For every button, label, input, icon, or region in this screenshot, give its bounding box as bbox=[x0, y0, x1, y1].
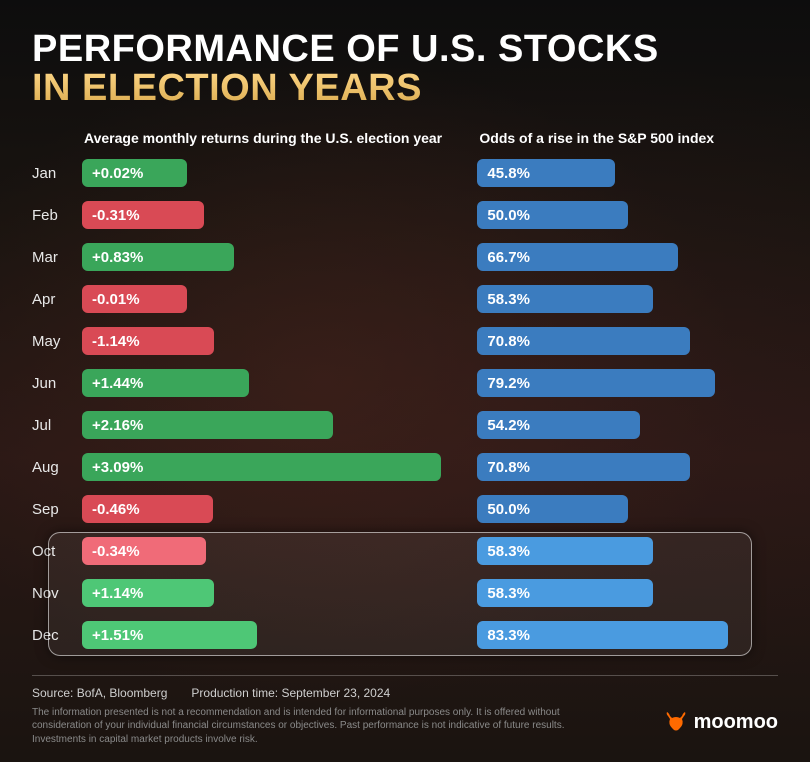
odds-row: 58.3% bbox=[477, 278, 778, 320]
returns-row: +1.14% bbox=[82, 572, 453, 614]
month-label: Aug bbox=[32, 446, 82, 488]
odds-bar: 58.3% bbox=[477, 285, 652, 313]
footer-divider bbox=[32, 675, 778, 676]
odds-row: 58.3% bbox=[477, 572, 778, 614]
odds-row: 83.3% bbox=[477, 614, 778, 656]
odds-row: 79.2% bbox=[477, 362, 778, 404]
returns-bar: +1.44% bbox=[82, 369, 249, 397]
month-label: Apr bbox=[32, 278, 82, 320]
odds-row: 70.8% bbox=[477, 446, 778, 488]
returns-row: +2.16% bbox=[82, 404, 453, 446]
odds-bar: 83.3% bbox=[477, 621, 727, 649]
odds-bar: 54.2% bbox=[477, 411, 640, 439]
odds-row: 66.7% bbox=[477, 236, 778, 278]
returns-bar: +2.16% bbox=[82, 411, 333, 439]
odds-bar: 50.0% bbox=[477, 495, 627, 523]
odds-bar: 58.3% bbox=[477, 537, 652, 565]
odds-bar: 70.8% bbox=[477, 327, 690, 355]
returns-bar: +0.83% bbox=[82, 243, 234, 271]
returns-bar: -0.31% bbox=[82, 201, 204, 229]
month-label: Jan bbox=[32, 152, 82, 194]
odds-header: Odds of a rise in the S&P 500 index bbox=[477, 124, 778, 152]
odds-bar: 70.8% bbox=[477, 453, 690, 481]
month-label: Jun bbox=[32, 362, 82, 404]
footer-production: Production time: September 23, 2024 bbox=[191, 686, 390, 700]
returns-row: -0.01% bbox=[82, 278, 453, 320]
title-line-2: IN ELECTION YEARS bbox=[32, 67, 778, 110]
footer: Source: BofA, Bloomberg Production time:… bbox=[0, 663, 810, 762]
odds-row: 70.8% bbox=[477, 320, 778, 362]
returns-bar: +1.51% bbox=[82, 621, 257, 649]
returns-row: +3.09% bbox=[82, 446, 453, 488]
returns-bar: -0.34% bbox=[82, 537, 206, 565]
month-label: Sep bbox=[32, 488, 82, 530]
months-column: JanFebMarAprMayJunJulAugSepOctNovDec bbox=[32, 124, 82, 656]
odds-bar: 79.2% bbox=[477, 369, 715, 397]
odds-row: 50.0% bbox=[477, 194, 778, 236]
month-label: Jul bbox=[32, 404, 82, 446]
footer-disclaimer: The information presented is not a recom… bbox=[32, 706, 592, 747]
brand-logo: moomoo bbox=[664, 710, 778, 734]
title-line-1: PERFORMANCE OF U.S. STOCKS bbox=[32, 28, 778, 71]
returns-row: -1.14% bbox=[82, 320, 453, 362]
odds-row: 54.2% bbox=[477, 404, 778, 446]
odds-bar: 45.8% bbox=[477, 159, 615, 187]
returns-bar: -0.46% bbox=[82, 495, 213, 523]
brand-text: moomoo bbox=[694, 711, 778, 734]
odds-bar: 50.0% bbox=[477, 201, 627, 229]
returns-bar: -0.01% bbox=[82, 285, 187, 313]
odds-bar: 58.3% bbox=[477, 579, 652, 607]
chart-area: JanFebMarAprMayJunJulAugSepOctNovDec Ave… bbox=[32, 124, 778, 656]
month-label: Nov bbox=[32, 572, 82, 614]
returns-row: +0.83% bbox=[82, 236, 453, 278]
returns-row: +1.51% bbox=[82, 614, 453, 656]
odds-bar: 66.7% bbox=[477, 243, 678, 271]
returns-bar: +1.14% bbox=[82, 579, 214, 607]
returns-row: -0.46% bbox=[82, 488, 453, 530]
returns-row: -0.34% bbox=[82, 530, 453, 572]
returns-row: +1.44% bbox=[82, 362, 453, 404]
month-label: Mar bbox=[32, 236, 82, 278]
returns-header: Average monthly returns during the U.S. … bbox=[82, 124, 453, 152]
odds-column: Odds of a rise in the S&P 500 index 45.8… bbox=[477, 124, 778, 656]
returns-bar: +0.02% bbox=[82, 159, 187, 187]
odds-row: 50.0% bbox=[477, 488, 778, 530]
returns-bar: +3.09% bbox=[82, 453, 441, 481]
month-label: May bbox=[32, 320, 82, 362]
month-label: Oct bbox=[32, 530, 82, 572]
bull-icon bbox=[664, 710, 688, 734]
returns-column: Average monthly returns during the U.S. … bbox=[82, 124, 453, 656]
footer-source: Source: BofA, Bloomberg bbox=[32, 686, 167, 700]
returns-bar: -1.14% bbox=[82, 327, 214, 355]
odds-row: 45.8% bbox=[477, 152, 778, 194]
returns-row: -0.31% bbox=[82, 194, 453, 236]
month-label: Feb bbox=[32, 194, 82, 236]
odds-row: 58.3% bbox=[477, 530, 778, 572]
returns-row: +0.02% bbox=[82, 152, 453, 194]
month-label: Dec bbox=[32, 614, 82, 656]
